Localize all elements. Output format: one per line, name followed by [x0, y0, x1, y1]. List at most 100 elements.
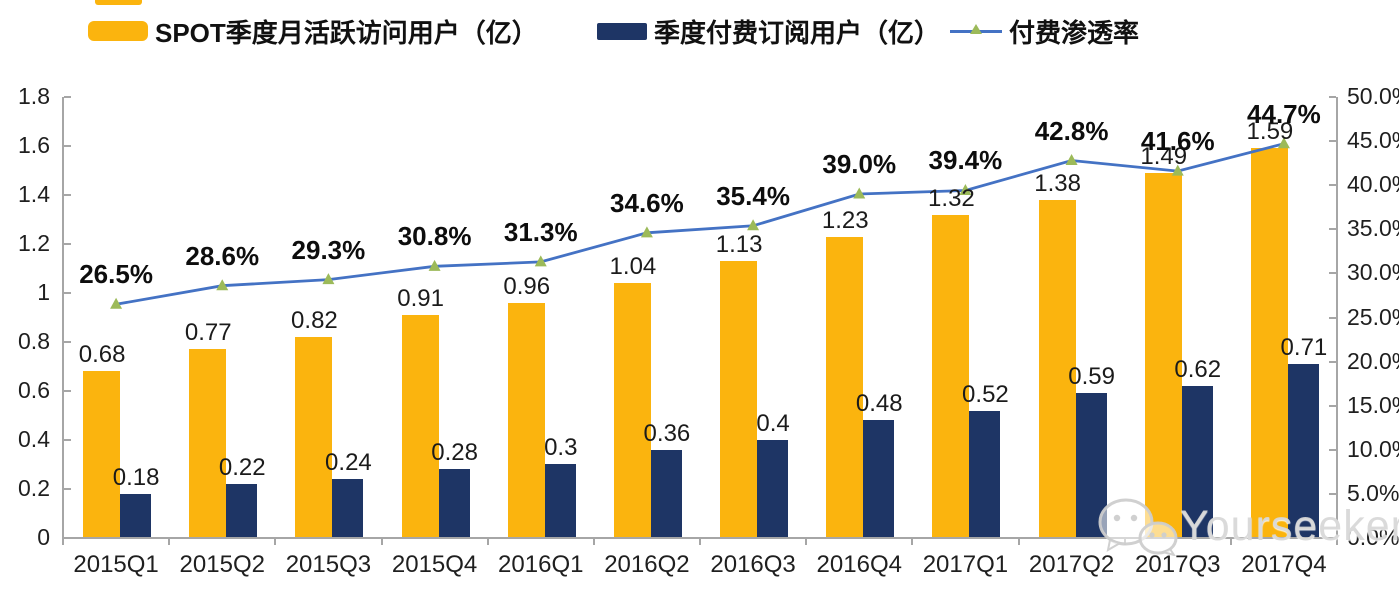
bar-label-mau: 1.32 — [928, 185, 975, 212]
left-axis-tick — [64, 390, 71, 392]
right-axis-tick — [1329, 272, 1336, 275]
right-axis-tick — [1329, 360, 1336, 363]
bar-mau — [295, 337, 333, 537]
x-axis-category-label: 2015Q3 — [285, 551, 372, 578]
right-axis-line — [1336, 97, 1338, 538]
x-axis-tick — [699, 538, 701, 545]
left-axis-tick-label: 0.4 — [18, 426, 50, 452]
left-axis-tick-label: 1.4 — [18, 181, 50, 207]
bar-label-mau: 0.82 — [291, 307, 338, 334]
line-marker-triangle — [428, 259, 441, 271]
right-axis-tick — [1329, 140, 1336, 143]
bar-label-subs: 0.52 — [962, 381, 1009, 408]
left-axis-tick — [64, 341, 71, 343]
x-axis-tick — [1017, 538, 1020, 545]
line-marker-triangle — [216, 279, 229, 291]
penetration-pct-label: 29.3% — [291, 234, 366, 265]
bar-subs — [1287, 364, 1319, 537]
right-axis-tick — [1329, 184, 1336, 187]
left-axis-tick — [64, 194, 71, 196]
bar-label-subs: 0.4 — [756, 410, 790, 437]
line-marker-triangle — [110, 297, 123, 309]
bar-label-mau: 0.96 — [503, 273, 551, 300]
legend-swatch-subs-bar — [597, 22, 647, 40]
right-axis-tick-label: 10.0% — [1347, 435, 1399, 462]
bar-label-subs: 0.59 — [1068, 363, 1115, 390]
bar-mau — [189, 349, 227, 537]
penetration-pct-label: 39.0% — [822, 149, 897, 180]
bar-subs — [544, 464, 576, 537]
legend-item-penetration: 付费渗透率 — [950, 12, 1139, 50]
x-axis-category-label: 2015Q1 — [73, 551, 159, 578]
legend-label-subs: 季度付费订阅用户（亿） — [654, 17, 941, 48]
bar-mau — [932, 215, 970, 537]
left-axis-tick — [64, 145, 71, 147]
left-axis-tick-label: 0 — [37, 524, 50, 550]
cropped-swatch-artifact — [95, 0, 142, 5]
right-axis-tick-label: 45.0% — [1347, 127, 1399, 154]
penetration-pct-label: 34.6% — [610, 187, 684, 218]
x-axis-tick — [1229, 538, 1232, 545]
x-axis-tick — [486, 538, 489, 545]
right-axis-tick — [1329, 404, 1336, 407]
bar-mau — [613, 283, 651, 537]
x-axis-tick — [274, 538, 277, 545]
left-axis-tick — [64, 537, 71, 539]
legend-item-subs: 季度付费订阅用户（亿） — [597, 12, 940, 50]
x-axis-category-label: 2016Q2 — [604, 551, 690, 578]
x-axis-category-label: 2016Q1 — [498, 551, 584, 578]
x-axis-category-label: 2016Q4 — [816, 551, 902, 578]
left-axis-tick-label: 0.2 — [18, 475, 50, 501]
bar-label-mau: 0.91 — [397, 285, 444, 312]
left-axis-tick-label: 1.6 — [18, 132, 50, 158]
penetration-pct-label: 26.5% — [79, 259, 153, 290]
right-axis-tick — [1329, 448, 1336, 451]
left-axis-tick-label: 1.8 — [18, 83, 50, 109]
x-axis-category-label: 2017Q4 — [1241, 551, 1327, 578]
x-axis-category-label: 2017Q1 — [922, 551, 1009, 578]
bar-label-subs: 0.18 — [112, 464, 160, 491]
right-axis-tick-label: 15.0% — [1347, 391, 1399, 418]
x-axis-tick — [805, 538, 808, 545]
line-marker-triangle — [747, 219, 760, 231]
right-axis-tick — [1329, 316, 1336, 319]
penetration-pct-label: 39.4% — [928, 145, 1003, 176]
left-axis-tick-label: 0.6 — [18, 377, 50, 403]
bar-subs — [757, 440, 789, 537]
bar-label-subs: 0.71 — [1280, 334, 1328, 361]
bar-label-mau: 1.38 — [1034, 170, 1081, 197]
bar-subs — [226, 484, 258, 537]
bar-label-mau: 1.23 — [821, 207, 869, 234]
penetration-pct-label: 30.8% — [397, 221, 472, 252]
line-marker-triangle — [853, 187, 866, 199]
bar-subs — [1181, 386, 1213, 537]
penetration-pct-label: 31.3% — [503, 216, 578, 247]
bar-mau — [720, 261, 758, 537]
legend-line-marker-icon — [950, 23, 1002, 39]
watermark-text: Yourseeker — [1180, 501, 1399, 550]
penetration-pct-label: 28.6% — [185, 240, 260, 271]
bar-label-subs: 0.24 — [325, 449, 372, 476]
bar-mau — [826, 237, 864, 537]
bar-mau — [1144, 173, 1182, 537]
x-axis-tick — [168, 538, 171, 545]
x-axis-tick — [1336, 538, 1338, 545]
watermark: Yourseeker — [1096, 496, 1399, 556]
x-axis-tick — [380, 538, 383, 545]
bar-subs — [438, 469, 470, 537]
left-axis-tick — [64, 488, 71, 490]
left-axis-tick — [64, 96, 71, 98]
bar-subs — [969, 411, 1001, 537]
legend-label-mau: SPOT季度月活跃访问用户（亿） — [155, 17, 538, 48]
right-axis-tick-label: 5.0% — [1347, 479, 1399, 506]
left-axis-tick-label: 1 — [37, 279, 50, 305]
line-marker-triangle — [534, 255, 547, 267]
bar-label-mau: 1.04 — [609, 253, 657, 280]
bar-subs — [863, 420, 895, 537]
bar-subs — [332, 479, 364, 537]
bar-label-mau: 1.13 — [715, 231, 763, 258]
legend-triangle-marker-icon — [970, 24, 982, 34]
right-axis-tick-label: 35.0% — [1347, 215, 1399, 242]
bar-mau — [401, 315, 439, 537]
